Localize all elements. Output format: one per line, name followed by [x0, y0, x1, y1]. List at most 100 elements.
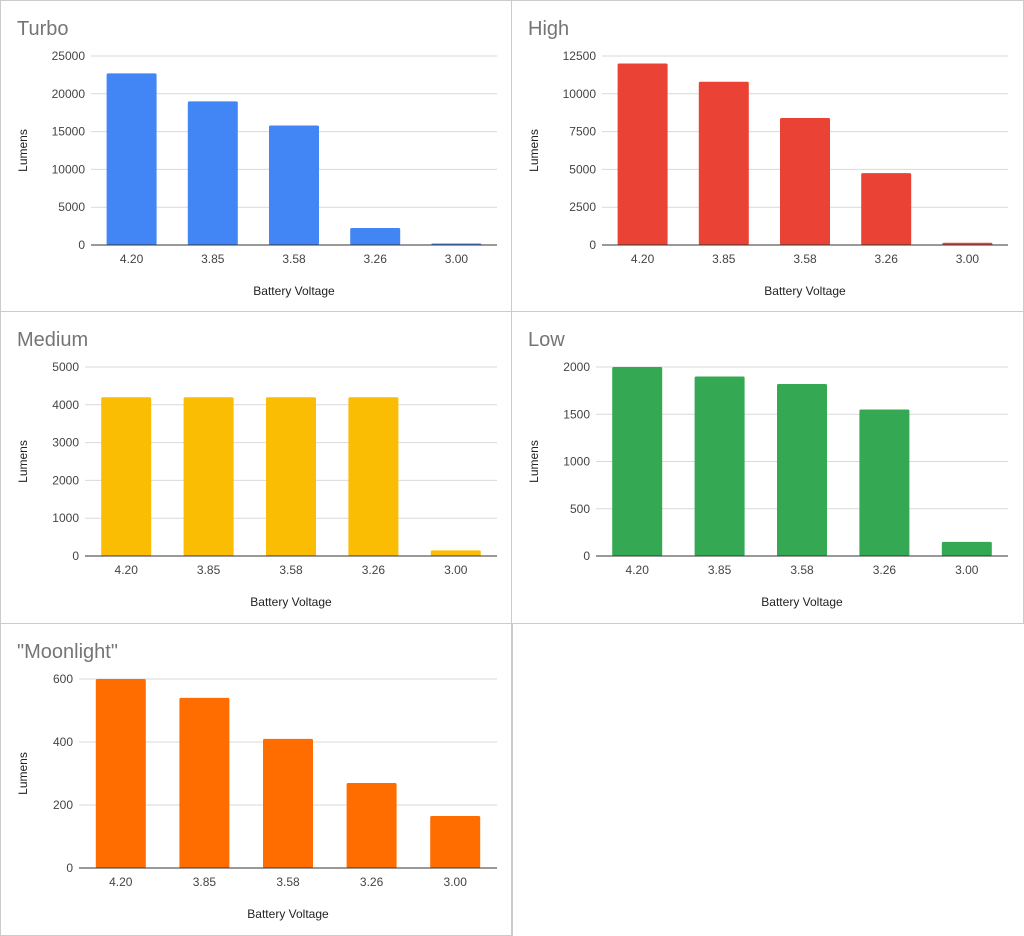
- y-tick-label: 1000: [563, 455, 590, 469]
- x-axis-title: Battery Voltage: [250, 595, 332, 609]
- bar-3-26[interactable]: [861, 173, 912, 245]
- x-tick-label: 3.58: [793, 252, 817, 266]
- chart-turbo: Turbo 0 5000 10000 15000 20000 25000 4.20 3.85 3.…: [16, 18, 497, 298]
- y-tick-label: 12500: [563, 49, 597, 63]
- chart-panel-high: High 0 2500 5000 7500 10000 12500 4.20 3.85 3.58 3…: [512, 0, 1024, 312]
- chart-title: High: [528, 18, 569, 40]
- bar-3-00[interactable]: [430, 550, 481, 556]
- y-tick-label: 400: [53, 735, 73, 749]
- bar-3-00[interactable]: [942, 242, 993, 245]
- bar-3-58[interactable]: [269, 125, 319, 245]
- x-tick-label: 3.26: [875, 252, 899, 266]
- bar-3-58[interactable]: [777, 384, 827, 556]
- bar-4-20[interactable]: [612, 367, 663, 556]
- bar-3-85[interactable]: [179, 697, 230, 868]
- x-tick-label: 4.20: [109, 875, 133, 889]
- x-axis-title: Battery Voltage: [761, 595, 843, 609]
- bar-3-85[interactable]: [694, 376, 745, 556]
- bar-4-20[interactable]: [106, 73, 157, 245]
- y-tick-label: 1500: [563, 407, 590, 421]
- y-axis-title: Lumens: [527, 440, 541, 483]
- x-tick-label: 3.00: [445, 252, 469, 266]
- bar-4-20[interactable]: [95, 679, 146, 868]
- x-axis-title: Battery Voltage: [247, 907, 329, 921]
- bar-3-58[interactable]: [780, 117, 830, 245]
- x-tick-label: 4.20: [626, 563, 650, 577]
- y-tick-label: 5000: [52, 360, 79, 374]
- y-tick-label: 2000: [52, 473, 79, 487]
- x-tick-label: 3.58: [279, 563, 303, 577]
- bar-3-85[interactable]: [187, 101, 238, 245]
- x-tick-label: 4.20: [631, 252, 655, 266]
- y-tick-label: 10000: [52, 162, 86, 176]
- x-tick-label: 3.85: [201, 252, 225, 266]
- chart-high: High 0 2500 5000 7500 10000 12500 4.20 3.85 3.58 3…: [527, 18, 1008, 298]
- x-tick-label: 3.00: [444, 875, 468, 889]
- x-tick-label: 3.00: [956, 252, 980, 266]
- y-tick-label: 25000: [52, 49, 86, 63]
- bar-3-85[interactable]: [698, 81, 749, 245]
- y-axis-title: Lumens: [16, 129, 30, 172]
- bar-3-58[interactable]: [263, 738, 313, 868]
- y-tick-label: 2500: [569, 200, 596, 214]
- y-tick-label: 3000: [52, 436, 79, 450]
- x-tick-label: 3.85: [712, 252, 736, 266]
- chart-title: "Moonlight": [17, 641, 118, 663]
- bar-3-58[interactable]: [266, 397, 316, 556]
- y-axis-title: Lumens: [16, 752, 30, 795]
- y-tick-label: 15000: [52, 125, 86, 139]
- x-tick-label: 3.26: [364, 252, 388, 266]
- y-tick-label: 1000: [52, 511, 79, 525]
- x-tick-label: 3.00: [955, 563, 979, 577]
- bar-3-85[interactable]: [183, 397, 234, 556]
- bar-3-26[interactable]: [350, 227, 401, 245]
- chart-panel-turbo: Turbo 0 5000 10000 15000 20000 25000 4.20 3.85 3.…: [0, 0, 512, 312]
- x-tick-label: 3.00: [444, 563, 468, 577]
- bar-3-00[interactable]: [941, 541, 992, 556]
- y-axis-title: Lumens: [16, 440, 30, 483]
- x-tick-label: 3.58: [790, 563, 814, 577]
- y-tick-label: 0: [66, 861, 73, 875]
- chart-panel-medium: Medium 0 1000 2000 3000 4000 5000 4.20 3.85 3.58 3…: [0, 312, 512, 624]
- bar-4-20[interactable]: [101, 397, 152, 556]
- y-tick-label: 0: [72, 549, 79, 563]
- chart-title: Turbo: [17, 18, 69, 40]
- bar-3-26[interactable]: [859, 409, 910, 556]
- x-tick-label: 3.58: [276, 875, 300, 889]
- bar-4-20[interactable]: [617, 63, 668, 246]
- y-tick-label: 0: [589, 238, 596, 252]
- x-tick-label: 3.26: [360, 875, 384, 889]
- y-tick-label: 500: [570, 502, 590, 516]
- x-axis-title: Battery Voltage: [764, 284, 846, 298]
- x-tick-label: 3.58: [282, 252, 306, 266]
- chart-title: Medium: [17, 329, 88, 351]
- y-tick-label: 7500: [569, 125, 596, 139]
- y-tick-label: 10000: [563, 87, 597, 101]
- x-tick-label: 4.20: [115, 563, 139, 577]
- x-tick-label: 3.85: [197, 563, 221, 577]
- y-tick-label: 5000: [569, 162, 596, 176]
- y-tick-label: 4000: [52, 398, 79, 412]
- chart-medium: Medium 0 1000 2000 3000 4000 5000 4.20 3.85 3.58 3…: [16, 329, 497, 609]
- bar-3-00[interactable]: [430, 816, 481, 868]
- y-tick-label: 200: [53, 798, 73, 812]
- bar-3-26[interactable]: [348, 397, 399, 556]
- chart-low: Low 0 500 1000 1500 2000 4.20 3.85 3.58 3.26 3.00 B…: [527, 329, 1008, 609]
- x-tick-label: 4.20: [120, 252, 144, 266]
- chart-title: Low: [528, 329, 565, 351]
- y-tick-label: 0: [78, 238, 85, 252]
- x-tick-label: 3.26: [873, 563, 897, 577]
- bar-3-26[interactable]: [346, 782, 397, 868]
- x-tick-label: 3.85: [708, 563, 732, 577]
- x-tick-label: 3.26: [362, 563, 386, 577]
- y-tick-label: 600: [53, 672, 73, 686]
- x-axis-title: Battery Voltage: [253, 284, 335, 298]
- chart-panel-moonlight: "Moonlight" 0 200 400 600 4.20 3.85 3.58 3.26 3.0…: [0, 624, 512, 936]
- y-tick-label: 2000: [563, 360, 590, 374]
- x-tick-label: 3.85: [193, 875, 217, 889]
- y-tick-label: 20000: [52, 87, 86, 101]
- chart-moonlight: "Moonlight" 0 200 400 600 4.20 3.85 3.58 3.26 3.0…: [16, 641, 497, 921]
- y-tick-label: 0: [583, 549, 590, 563]
- y-axis-title: Lumens: [527, 129, 541, 172]
